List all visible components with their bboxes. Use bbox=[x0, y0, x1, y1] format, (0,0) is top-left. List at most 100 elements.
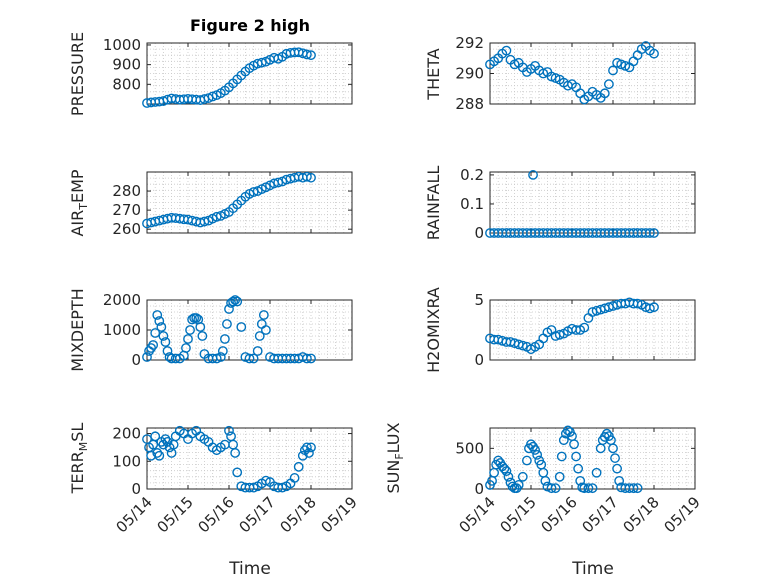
data-point bbox=[599, 88, 610, 99]
data-point bbox=[232, 296, 243, 307]
data-point bbox=[587, 483, 598, 494]
data-point bbox=[517, 340, 528, 351]
data-point bbox=[181, 343, 191, 353]
data-point bbox=[185, 325, 195, 335]
data-point bbox=[222, 319, 232, 329]
xlabel-left: Time bbox=[228, 559, 271, 579]
data-point bbox=[306, 353, 316, 364]
axes-frame bbox=[146, 42, 353, 105]
ylabel-terr-msl-part2: SL bbox=[68, 423, 87, 442]
ylabel-sun-flux-subscript: F bbox=[393, 453, 406, 459]
data-point bbox=[162, 346, 173, 356]
data-point bbox=[608, 65, 618, 76]
data-point bbox=[273, 177, 284, 188]
data-point bbox=[554, 471, 565, 482]
data-point bbox=[532, 449, 543, 460]
data-point bbox=[152, 310, 163, 320]
data-point bbox=[306, 442, 316, 453]
y-tick-label: 5 bbox=[474, 291, 484, 309]
data-point bbox=[632, 298, 643, 309]
data-point bbox=[556, 451, 567, 462]
x-tick-label: 05/18 bbox=[277, 493, 320, 536]
data-point bbox=[649, 48, 659, 59]
data-point bbox=[614, 475, 625, 486]
y-tick-label: 0 bbox=[474, 480, 484, 498]
y-tick-label: 200 bbox=[112, 425, 141, 443]
data-point bbox=[158, 331, 169, 341]
data-point bbox=[248, 482, 259, 493]
data-point bbox=[258, 310, 269, 320]
data-point bbox=[554, 329, 565, 340]
data-point bbox=[154, 316, 165, 326]
data-point bbox=[530, 445, 540, 455]
y-tick-label: 1000 bbox=[103, 36, 141, 54]
data-point bbox=[289, 473, 300, 483]
y-tick-label: 0 bbox=[474, 351, 484, 369]
data-point bbox=[142, 352, 152, 362]
data-point bbox=[604, 79, 614, 90]
data-point bbox=[215, 352, 226, 362]
data-point bbox=[154, 450, 165, 461]
data-point bbox=[228, 439, 239, 450]
data-point bbox=[499, 463, 510, 474]
data-point bbox=[191, 313, 202, 323]
data-point bbox=[170, 353, 181, 364]
data-point bbox=[608, 443, 618, 454]
data-point bbox=[628, 483, 639, 494]
y-tick-label: 0 bbox=[131, 351, 141, 369]
data-point bbox=[248, 187, 259, 197]
data-point bbox=[513, 480, 524, 490]
data-point bbox=[632, 483, 643, 494]
ylabel-h2omixra: H2OMIXRA bbox=[424, 287, 443, 373]
x-tick-label: 05/17 bbox=[579, 493, 622, 536]
ylabel-air-temp-part2: EMP bbox=[68, 169, 87, 203]
data-point bbox=[150, 328, 161, 338]
figure-title: Figure 2 high bbox=[190, 16, 310, 35]
y-tick-label: 0 bbox=[474, 224, 484, 242]
x-tick-label: 05/19 bbox=[661, 493, 704, 536]
ylabel-terr-msl-part1: TERR bbox=[68, 451, 87, 494]
panel-mixdepth: MIXDEPTH 0 1000 2000 bbox=[68, 288, 353, 372]
axes-frame bbox=[489, 299, 696, 361]
data-point bbox=[591, 467, 602, 478]
panel-sun-flux: SUNFLUX Time 050005/1405/1505/1605/1705/… bbox=[384, 422, 704, 579]
data-point bbox=[538, 467, 549, 478]
y-tick-label: 1000 bbox=[103, 321, 141, 339]
y-tick-label: 0.1 bbox=[460, 195, 484, 213]
data-point bbox=[183, 334, 193, 344]
data-point bbox=[211, 211, 222, 222]
data-point bbox=[230, 295, 241, 305]
x-tick-label: 05/19 bbox=[318, 493, 361, 536]
data-point bbox=[211, 353, 222, 364]
ylabel-mixdepth: MIXDEPTH bbox=[68, 288, 87, 371]
data-point bbox=[162, 436, 173, 447]
data-point bbox=[489, 467, 499, 478]
data-point bbox=[256, 57, 267, 68]
data-point bbox=[219, 334, 230, 344]
data-point bbox=[301, 353, 312, 364]
y-tick-label: 292 bbox=[455, 34, 484, 52]
data-point bbox=[277, 482, 288, 493]
data-point bbox=[187, 314, 198, 325]
ylabel-air-temp-part1: AIR bbox=[68, 210, 87, 237]
data-point bbox=[244, 353, 255, 364]
y-tick-label: 280 bbox=[112, 182, 141, 200]
x-tick-label: 05/15 bbox=[154, 493, 197, 536]
data-point bbox=[612, 463, 622, 474]
data-point bbox=[522, 455, 532, 466]
ylabel-pressure: PRESSURE bbox=[68, 32, 87, 116]
data-point bbox=[293, 461, 304, 472]
y-tick-label: 900 bbox=[112, 56, 141, 74]
data-point bbox=[645, 303, 655, 314]
ylabel-terr-msl: TERRMSL bbox=[68, 423, 90, 495]
y-tick-label: 0 bbox=[131, 480, 141, 498]
data-point bbox=[217, 346, 228, 356]
data-point bbox=[160, 337, 171, 347]
panel-rainfall: RAINFALL 0 0.1 0.2 bbox=[424, 166, 696, 242]
data-point bbox=[260, 475, 271, 486]
y-tick-label: 100 bbox=[112, 452, 141, 470]
data-point bbox=[226, 431, 236, 442]
